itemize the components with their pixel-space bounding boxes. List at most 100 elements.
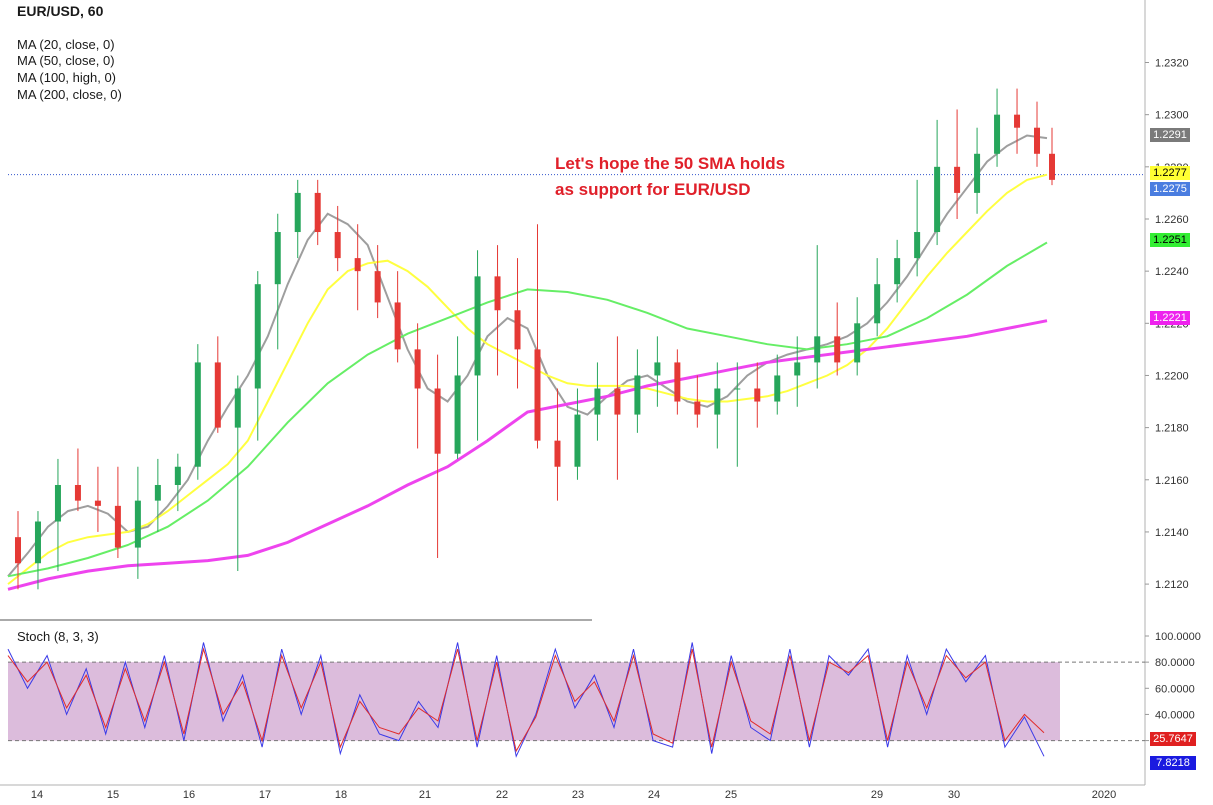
candle-body [294,192,301,233]
stoch-line-0 [7,642,1045,758]
candle-body [94,500,101,506]
candle-body [254,284,261,389]
candle-body [694,401,701,415]
price-tick-label: 1.2140 [1155,527,1189,539]
candle-body [994,114,1001,154]
candle-body [634,375,641,415]
time-tick-label: 30 [948,789,960,801]
candle-body [714,388,721,415]
candle-body [954,166,961,193]
legend-ma100: MA (100, high, 0) [17,70,116,85]
price-label-ma200: 1.2221 [1150,311,1190,325]
candle-body [734,388,741,390]
price-label-last: 1.2275 [1150,182,1190,196]
candle-body [394,302,401,350]
candle-body [114,505,121,548]
candle-body [674,362,681,402]
candle-body [1014,114,1021,128]
stoch-title: Stoch (8, 3, 3) [17,629,99,644]
price-label-stoch-d: 7.8218 [1150,756,1196,770]
price-tick-label: 1.2260 [1155,214,1189,226]
candle-body [814,336,821,363]
time-tick-label: 21 [419,789,431,801]
stoch-tick-label: 60.0000 [1155,683,1195,695]
price-label-ma20: 1.2291 [1150,128,1190,142]
stoch-tick-label: 40.0000 [1155,709,1195,721]
time-tick-label: 18 [335,789,347,801]
candle-body [834,336,841,363]
candle-body [454,375,461,454]
stoch-band [8,662,1060,741]
time-tick-label: 16 [183,789,195,801]
price-tick-label: 1.2160 [1155,475,1189,487]
candle-body [274,232,281,285]
price-label-stoch-k: 25.7647 [1150,732,1196,746]
candle-body [534,349,541,441]
time-tick-label: 22 [496,789,508,801]
price-label-ma50: 1.2277 [1150,166,1190,180]
candle-body [154,484,161,501]
stoch-line-1 [7,647,1045,753]
ma-line-3 [7,319,1048,591]
legend-ma200: MA (200, close, 0) [17,87,122,102]
candle-body [1034,127,1041,154]
price-tick-label: 1.2240 [1155,266,1189,278]
legend-ma50: MA (50, close, 0) [17,53,115,68]
time-tick-label: 23 [572,789,584,801]
symbol-title: EUR/USD, 60 [17,3,104,19]
time-tick-label: 24 [648,789,660,801]
ma-line-1 [7,173,1048,585]
stoch-tick-label: 100.0000 [1155,631,1201,643]
candle-body [934,166,941,233]
time-tick-label: 25 [725,789,737,801]
price-tick-label: 1.2120 [1155,579,1189,591]
candle-body [1049,153,1055,180]
annotation-line-2: as support for EUR/USD [555,180,751,199]
time-tick-label: 15 [107,789,119,801]
candle-body [214,362,221,428]
legend-ma20: MA (20, close, 0) [17,37,115,52]
candle-body [894,258,901,285]
candle-body [754,388,761,402]
candle-body [874,284,881,324]
candle-body [854,323,861,363]
candle-body [334,232,341,259]
time-tick-label: 2020 [1092,789,1116,801]
candle-body [774,375,781,402]
candle-body [234,388,241,428]
chart-annotation: Let's hope the 50 SMA holds as support f… [555,151,785,203]
candle-body [974,153,981,193]
ma-line-2 [7,241,1048,578]
stoch-tick-label: 80.0000 [1155,657,1195,669]
price-tick-label: 1.2320 [1155,58,1189,70]
time-tick-label: 14 [31,789,43,801]
annotation-line-1: Let's hope the 50 SMA holds [555,154,786,173]
price-tick-label: 1.2200 [1155,370,1189,382]
price-tick-label: 1.2300 [1155,110,1189,122]
candle-body [794,362,801,376]
candle-body [14,537,21,564]
candle-body [74,484,81,501]
candle-body [314,192,321,233]
candle-body [134,500,141,548]
candle-body [594,388,601,415]
candle-body [194,362,201,467]
ma-line-0 [7,134,1048,577]
candle-body [414,349,421,389]
candle-body [374,271,381,303]
candle-body [574,414,581,467]
candle-body [174,466,181,485]
price-label-ma100: 1.2251 [1150,233,1190,247]
candle-body [434,388,441,454]
candle-body [614,388,621,415]
candle-body [474,276,481,376]
candle-body [914,232,921,259]
time-tick-label: 17 [259,789,271,801]
candle-body [354,258,361,272]
time-tick-label: 29 [871,789,883,801]
price-tick-label: 1.2180 [1155,423,1189,435]
candle-body [34,521,41,564]
candle-body [554,440,561,467]
candle-body [514,310,521,350]
